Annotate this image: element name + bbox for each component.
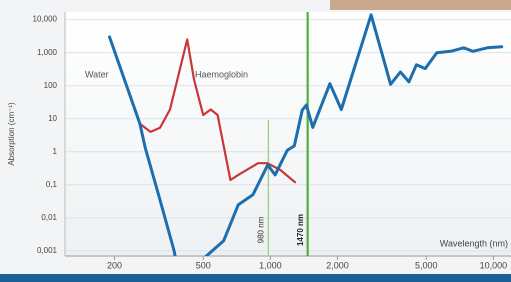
x-tick-label: 500 [196,260,211,270]
plot-area [65,12,511,256]
y-axis-label: Absorption (cm⁻¹) [7,102,16,166]
x-tick-label: 200 [107,260,122,270]
y-tick-label: 0,1 [46,180,58,189]
footer-bar [0,274,511,282]
x-tick-label: 5,000 [415,260,438,270]
y-tick-label: 0,01 [41,213,57,222]
y-tick-label: 0,001 [37,246,58,255]
x-axis-label: Wavelength (nm) [440,238,508,248]
photo-strip [330,0,511,10]
x-tick-label: 10,000 [480,260,508,270]
y-tick-label: 1,000 [37,48,58,57]
series-label: Haemoglobin [195,69,248,79]
x-tick-label: 1,000 [259,260,282,270]
annotation-label: 1470 nm [296,214,305,246]
annotation-label: 980 nm [256,216,265,243]
y-tick-label: 10 [48,114,57,123]
x-tick-label: 2,000 [326,260,349,270]
series-label: Water [85,69,109,79]
chart: Absorption (cm⁻¹) Wavelength (nm) 10,000… [0,0,511,282]
y-tick-label: 100 [44,81,58,90]
y-tick-label: 10,000 [33,15,58,24]
y-tick-label: 1 [53,147,58,156]
